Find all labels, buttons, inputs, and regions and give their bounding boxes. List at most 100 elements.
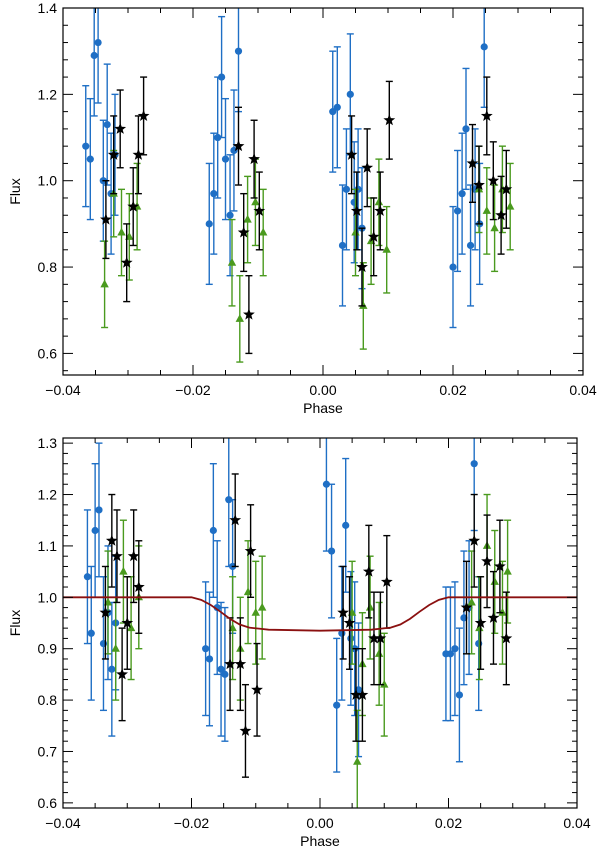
y-tick-label: 0.6: [38, 345, 58, 361]
transit-model-line: [63, 596, 577, 632]
data-point-black: [99, 606, 112, 618]
data-point-black: [132, 580, 145, 593]
data-point-black: [480, 109, 493, 121]
data-point-blue: [480, 43, 488, 51]
data-point-blue: [234, 47, 243, 55]
y-tick-label: 1.4: [38, 0, 58, 16]
data-point-blue: [103, 120, 111, 129]
errorbar-blue: [94, 8, 102, 104]
data-point-blue: [108, 665, 116, 673]
data-point-blue: [449, 263, 457, 271]
data-point-black: [224, 657, 236, 670]
x-tick-label: −0.04: [45, 815, 81, 831]
data-point-black: [132, 148, 145, 160]
data-point-black: [251, 683, 263, 695]
data-point-green: [498, 607, 507, 616]
data-point-black: [494, 560, 506, 572]
data-point-black: [473, 178, 485, 191]
data-point-black: [239, 724, 252, 736]
data-point-blue: [82, 142, 90, 150]
data-point-black: [383, 114, 396, 126]
data-point-black: [380, 575, 393, 587]
data-point-black: [345, 148, 358, 160]
data-point-black: [107, 148, 120, 160]
data-point-blue: [217, 665, 225, 673]
x-tick-label: 0.04: [569, 382, 596, 398]
data-point-blue: [333, 103, 341, 111]
x-axis-label: Phase: [303, 400, 343, 416]
data-point-green: [126, 623, 136, 632]
data-point-black: [500, 632, 513, 644]
data-point-blue: [221, 670, 229, 678]
x-tick-label: −0.02: [175, 382, 211, 398]
data-point-green: [490, 577, 499, 585]
data-point-blue: [221, 155, 230, 163]
data-point-green: [482, 206, 491, 214]
data-point-blue: [329, 108, 337, 116]
data-point-blue: [455, 691, 464, 699]
data-point-black: [229, 514, 242, 526]
data-point-black: [374, 204, 387, 216]
series-blue: [82, 8, 488, 329]
plot-area: [63, 438, 577, 808]
y-axis-label: Flux: [7, 610, 23, 636]
data-point-black: [127, 200, 140, 212]
data-point-blue: [451, 645, 459, 653]
series-black: [100, 76, 513, 355]
data-point-blue: [470, 460, 478, 468]
data-point-black: [367, 230, 380, 242]
data-point-black: [361, 161, 374, 173]
data-point-black: [460, 601, 473, 613]
x-tick-label: 0.02: [435, 815, 462, 831]
data-point-green: [365, 602, 375, 611]
chart-panel-bottom: −0.04 −0.02 0.00 0.02 0.04 0.6 0.7 0.8 0.9 1.0 1.1…: [7, 435, 591, 849]
data-point-blue: [327, 547, 336, 555]
data-point-blue: [83, 573, 92, 581]
data-point-blue: [90, 51, 98, 60]
data-point-black: [500, 183, 513, 195]
data-point-blue: [205, 220, 213, 228]
y-tick-label: 0.7: [38, 743, 58, 759]
data-point-black: [487, 611, 500, 623]
data-point-blue: [458, 190, 466, 198]
data-point-green: [243, 214, 252, 223]
data-point-black: [237, 226, 250, 238]
data-point-black: [374, 632, 387, 644]
series-green: [100, 145, 515, 363]
data-point-black: [368, 632, 380, 644]
data-point-black: [234, 657, 247, 670]
data-point-blue: [91, 526, 99, 535]
data-point-blue: [213, 603, 221, 612]
data-point-green: [467, 597, 476, 606]
data-point-black: [120, 256, 133, 268]
data-point-black: [100, 213, 112, 225]
data-point-green: [251, 197, 260, 206]
data-point-green: [374, 197, 384, 206]
data-point-blue: [347, 634, 355, 643]
data-point-black: [466, 157, 479, 169]
y-tick-label: 0.8: [38, 692, 58, 708]
data-point-blue: [346, 90, 354, 98]
data-point-black: [495, 209, 507, 221]
data-point-green: [259, 227, 268, 236]
y-tick-label: 1.2: [38, 487, 58, 503]
x-tick-label: 0.00: [306, 815, 333, 831]
x-tick-label: −0.04: [45, 382, 81, 398]
data-point-green: [227, 257, 237, 266]
data-point-blue: [214, 133, 222, 142]
data-point-green: [359, 301, 368, 309]
data-point-black: [481, 555, 493, 567]
y-tick-label: 1.1: [38, 538, 58, 554]
data-point-black: [114, 122, 127, 134]
y-tick-label: 1.0: [38, 589, 58, 605]
data-point-blue: [209, 526, 217, 535]
data-point-blue: [205, 655, 214, 663]
data-point-black: [356, 688, 369, 700]
data-point-black: [105, 534, 118, 546]
data-point-black: [111, 549, 123, 562]
data-point-blue: [338, 241, 347, 250]
x-tick-label: 0.04: [563, 815, 590, 831]
plot-area: [82, 8, 515, 363]
data-point-blue: [225, 496, 233, 504]
data-point-green: [353, 756, 362, 765]
